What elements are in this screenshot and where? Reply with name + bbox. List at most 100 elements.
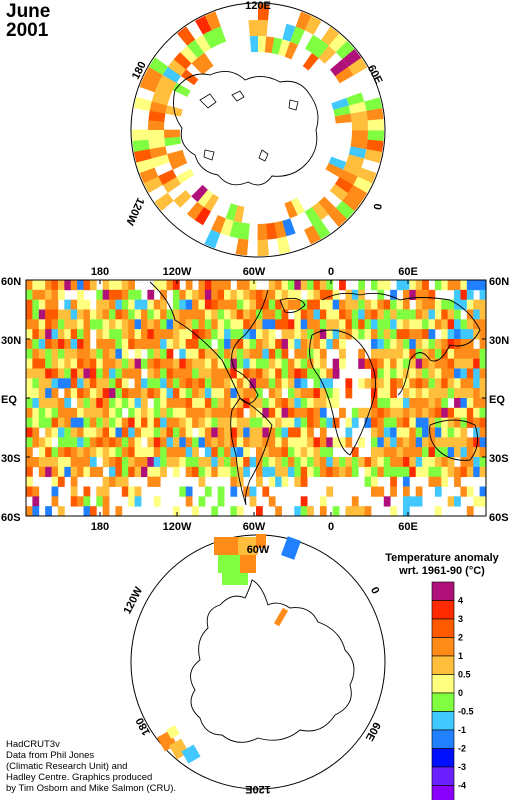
legend-tick-label: -3 xyxy=(458,762,466,772)
world-anomaly-cell xyxy=(473,457,481,468)
world-anomaly-cell xyxy=(230,457,238,468)
world-anomaly-cell xyxy=(166,329,174,340)
world-anomaly-cell xyxy=(447,378,455,389)
world-anomaly-cell xyxy=(345,466,353,478)
world-anomaly-cell xyxy=(83,407,91,419)
world-anomaly-cell xyxy=(121,388,129,399)
world-anomaly-cell xyxy=(77,309,84,320)
world-anomaly-cell xyxy=(147,407,155,419)
world-anomaly-cell xyxy=(141,427,148,438)
world-anomaly-cell xyxy=(115,358,123,369)
world-anomaly-cell xyxy=(479,407,487,419)
north-anomaly-cell xyxy=(312,220,331,240)
world-anomaly-cell xyxy=(211,329,219,340)
world-anomaly-cell xyxy=(128,407,136,419)
world-anomaly-cell xyxy=(179,289,187,301)
world-anomaly-cell xyxy=(204,319,212,330)
world-anomaly-cell xyxy=(390,417,397,428)
world-anomaly-cell xyxy=(434,486,442,497)
world-anomaly-cell xyxy=(332,339,340,350)
world-anomaly-cell xyxy=(134,289,142,301)
world-anomaly-cell xyxy=(109,398,116,409)
world-anomaly-cell xyxy=(236,427,244,438)
world-anomaly-cell xyxy=(415,289,423,301)
world-anomaly-cell xyxy=(96,329,104,340)
world-anomaly-cell xyxy=(454,427,461,438)
world-anomaly-cell xyxy=(179,388,187,399)
world-anomaly-cell xyxy=(26,407,33,419)
world-anomaly-cell xyxy=(479,289,487,301)
world-anomaly-cell xyxy=(415,319,423,330)
world-anomaly-cell xyxy=(383,348,391,360)
world-anomaly-cell xyxy=(51,388,59,399)
world-anomaly-cell xyxy=(153,466,161,478)
world-anomaly-cell xyxy=(256,289,263,301)
world-anomaly-cell xyxy=(281,280,289,291)
world-anomaly-cell xyxy=(128,358,136,369)
world-anomaly-cell xyxy=(153,407,161,419)
world-anomaly-cell xyxy=(447,358,455,369)
world-anomaly-cell xyxy=(96,407,104,419)
world-anomaly-cell xyxy=(326,339,334,350)
north-anomaly-cell xyxy=(164,136,182,147)
world-anomaly-cell xyxy=(198,398,206,409)
north-anomaly-cell xyxy=(203,30,219,49)
world-anomaly-cell xyxy=(434,280,442,291)
north-anomaly-cell xyxy=(318,196,336,215)
world-anomaly-cell xyxy=(45,319,52,330)
world-anomaly-cell xyxy=(179,417,187,428)
world-anomaly-cell xyxy=(415,358,423,369)
world-anomaly-cell xyxy=(236,506,244,517)
world-anomaly-cell xyxy=(153,348,161,360)
world-anomaly-cell xyxy=(287,358,295,369)
world-anomaly-cell xyxy=(109,289,116,301)
world-anomaly-cell xyxy=(147,466,155,478)
world-anomaly-cell xyxy=(287,368,295,379)
world-anomaly-cell xyxy=(249,348,257,360)
world-anomaly-cell xyxy=(447,427,455,438)
world-anomaly-cell xyxy=(460,339,468,350)
world-anomaly-cell xyxy=(268,466,276,478)
right-lat-eq: EQ xyxy=(489,394,505,406)
world-anomaly-cell xyxy=(409,427,417,438)
world-anomaly-cell xyxy=(236,378,244,389)
north-anomaly-cell xyxy=(304,207,322,226)
world-anomaly-cell xyxy=(422,437,429,448)
world-anomaly-cell xyxy=(473,329,481,340)
world-anomaly-cell xyxy=(377,466,385,478)
world-anomaly-cell xyxy=(262,457,270,468)
world-anomaly-cell xyxy=(153,339,161,350)
world-anomaly-cell xyxy=(198,280,206,291)
world-anomaly-cell xyxy=(339,339,346,350)
world-anomaly-cell xyxy=(185,417,193,428)
world-anomaly-cell xyxy=(351,407,359,419)
world-anomaly-cell xyxy=(179,299,187,310)
world-anomaly-cell xyxy=(275,417,282,428)
world-anomaly-cell xyxy=(166,348,174,360)
world-anomaly-cell xyxy=(358,407,366,419)
world-anomaly-cell xyxy=(434,339,442,350)
world-anomaly-cell xyxy=(128,299,136,310)
world-anomaly-cell xyxy=(422,407,429,419)
world-anomaly-cell xyxy=(179,368,187,379)
world-anomaly-cell xyxy=(115,476,123,487)
world-anomaly-cell xyxy=(121,417,129,428)
world-anomaly-cell xyxy=(172,339,180,350)
world-anomaly-cell xyxy=(371,447,378,458)
world-anomaly-cell xyxy=(377,447,385,458)
title-month: June xyxy=(6,1,51,22)
world-anomaly-cell xyxy=(179,358,187,369)
world-anomaly-cell xyxy=(454,476,461,487)
world-anomaly-cell xyxy=(275,368,282,379)
north-anomaly-cell xyxy=(203,193,219,212)
world-anomaly-cell xyxy=(96,398,104,409)
world-anomaly-cell xyxy=(172,319,180,330)
world-anomaly-cell xyxy=(172,407,180,419)
world-anomaly-cell xyxy=(45,329,52,340)
north-anomaly-cell xyxy=(154,192,174,211)
world-anomaly-cell xyxy=(268,280,276,291)
world-anomaly-cell xyxy=(185,388,193,399)
world-anomaly-cell xyxy=(249,437,257,448)
world-anomaly-cell xyxy=(83,299,91,310)
world-anomaly-cell xyxy=(479,280,487,291)
